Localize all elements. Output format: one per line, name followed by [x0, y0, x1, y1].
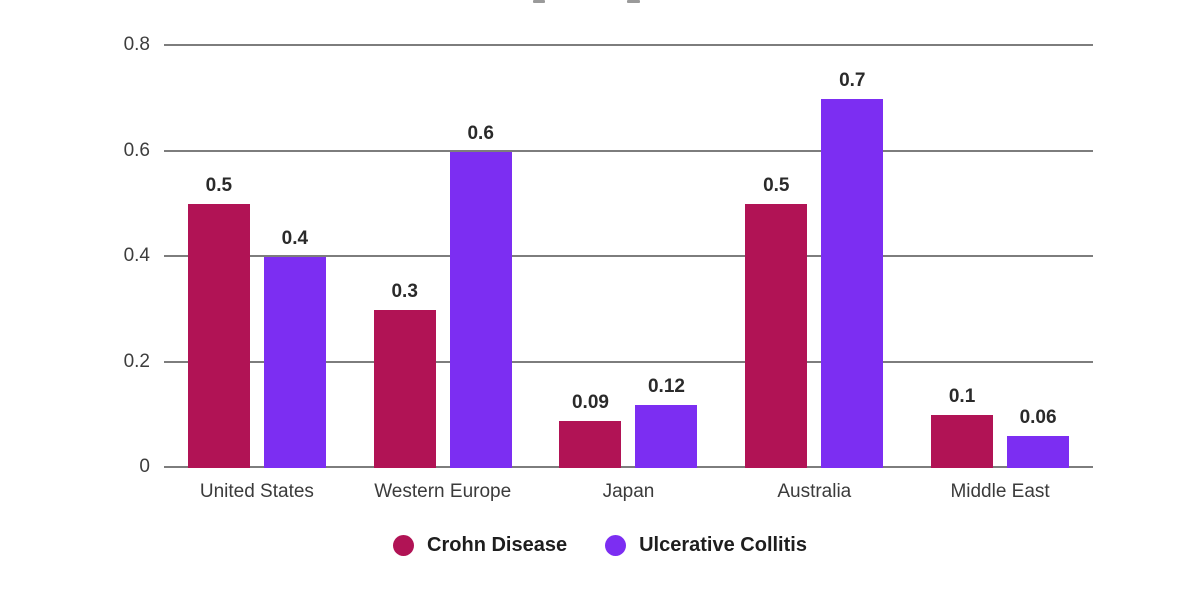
bar-slot: 0.6	[449, 44, 512, 468]
bar-group-japan: 0.09 0.12 Japan	[536, 44, 722, 502]
cropped-title-fragment	[533, 0, 545, 3]
y-axis-tick-label: 0	[139, 456, 150, 477]
legend: Crohn Disease Ulcerative Collitis	[0, 534, 1200, 557]
bar-crohn-disease	[373, 309, 436, 468]
bar-crohn-disease	[187, 204, 250, 468]
bar-slot: 0.09	[559, 44, 622, 468]
bar-slot: 0.1	[931, 44, 994, 468]
bar-value-label: 0.6	[467, 122, 494, 144]
bar-value-label: 0.09	[571, 391, 609, 413]
y-axis-tick-label: 0.2	[123, 350, 150, 372]
bar-group-middle-east: 0.1 0.06 Middle East	[907, 44, 1093, 502]
bar-group-united-states: 0.5 0.4 United States	[164, 44, 350, 502]
bar-pair: 0.09 0.12	[559, 44, 698, 468]
bar-crohn-disease	[559, 420, 622, 468]
bar-ulcerative-collitis	[1007, 436, 1070, 468]
plot-area: 0 0.2 0.4 0.6 0.8 0.5 0.4 United States 0.3 0.6 We…	[124, 34, 1093, 502]
bar-ulcerative-collitis	[635, 404, 698, 468]
gridline-y-0.8	[164, 44, 1093, 46]
bar-value-label: 0.5	[763, 175, 790, 197]
bar-ulcerative-collitis	[821, 98, 884, 468]
bar-pair: 0.5 0.4	[187, 44, 326, 468]
cropped-title-fragment	[627, 0, 640, 3]
bar-slot: 0.3	[373, 44, 436, 468]
bar-slot: 0.5	[745, 44, 808, 468]
bar-slot: 0.4	[263, 44, 326, 468]
x-axis-category-label: United States	[199, 481, 314, 502]
bar-slot: 0.7	[821, 44, 884, 468]
bar-value-label: 0.12	[647, 375, 685, 397]
bar-pair: 0.1 0.06	[931, 44, 1070, 468]
bar-slot: 0.12	[635, 44, 698, 468]
gridline-y-0.2	[164, 360, 1093, 363]
legend-label: Crohn Disease	[427, 534, 568, 556]
bar-value-label: 0.7	[839, 69, 866, 91]
x-axis-category-label: Japan	[602, 481, 655, 502]
legend-color-dot	[393, 535, 415, 556]
y-axis-tick-label: 0.4	[123, 245, 150, 266]
x-axis-category-label: Australia	[777, 481, 852, 502]
gridline-y-0.4	[164, 255, 1093, 257]
bar-value-label: 0.3	[391, 280, 418, 302]
bar-ulcerative-collitis	[263, 257, 326, 468]
y-axis-tick-label: 0.8	[123, 34, 150, 55]
bar-value-label: 0.1	[948, 386, 976, 408]
gridline-y-0.6	[164, 149, 1093, 152]
legend-label: Ulcerative Collitis	[639, 534, 807, 556]
gridline-y-0	[164, 466, 1093, 468]
bar-group-western-europe: 0.3 0.6 Western Europe	[350, 44, 536, 502]
bar-pair: 0.5 0.7	[745, 44, 884, 468]
bar-group-australia: 0.5 0.7 Australia	[721, 44, 907, 502]
bar-crohn-disease	[931, 415, 994, 468]
legend-color-dot	[605, 535, 627, 556]
bar-pair: 0.3 0.6	[373, 44, 512, 468]
bar-slot: 0.5	[187, 44, 250, 468]
bar-slot: 0.06	[1007, 44, 1070, 468]
bar-value-label: 0.06	[1019, 407, 1057, 429]
y-axis-tick-label: 0.6	[123, 139, 150, 161]
bar-crohn-disease	[745, 204, 808, 468]
bar-value-label: 0.4	[281, 228, 309, 249]
bar-value-label: 0.5	[205, 175, 233, 197]
x-axis-category-label: Middle East	[950, 481, 1050, 502]
legend-item-crohn-disease: Crohn Disease	[393, 534, 567, 557]
legend-item-ulcerative-collitis: Ulcerative Collitis	[605, 534, 807, 557]
x-axis-category-label: Western Europe	[374, 481, 512, 502]
bar-ulcerative-collitis	[449, 151, 512, 468]
